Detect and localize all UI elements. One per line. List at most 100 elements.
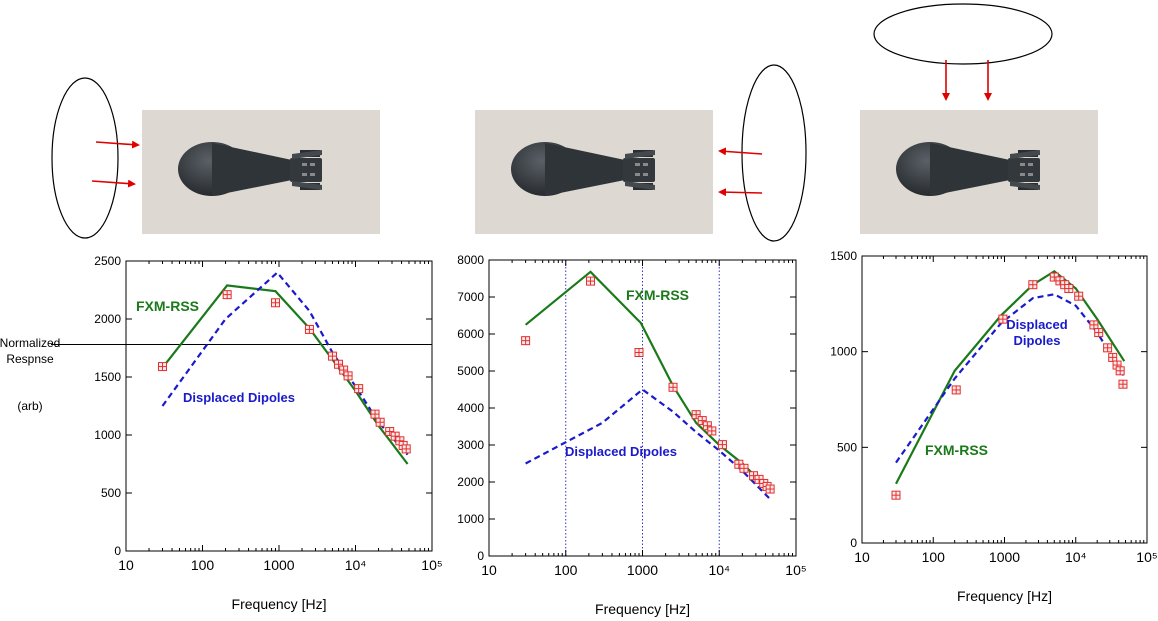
data-marker (370, 409, 380, 419)
y-tick-label: 1000 (457, 512, 484, 526)
x-tick-label: 10⁵ (421, 557, 442, 573)
data-marker (354, 384, 364, 394)
y-tick-label: 0 (114, 544, 121, 558)
chart-side-left: 10 100 1000 10⁴ 10⁵ 0 500 1000 1500 2000 2500 Frequ… (51, 254, 443, 612)
x-tick-label: 10⁵ (785, 562, 806, 578)
data-marker (697, 416, 707, 426)
y-tick-label: 2000 (94, 312, 121, 326)
data-marker (1115, 366, 1125, 376)
y-tick-label: 1000 (830, 345, 857, 359)
data-marker (521, 336, 531, 346)
x-tick-label: 100 (554, 562, 578, 578)
x-tick-label: 1000 (989, 549, 1020, 565)
y-tick-label: 1000 (94, 428, 121, 442)
data-marker (668, 382, 678, 392)
x-tick-label: 10⁴ (1065, 549, 1087, 565)
series-line-fxm-rss (161, 284, 409, 465)
data-marker (401, 444, 411, 454)
annotation-fxm-rss: FXM-RSS (136, 298, 199, 314)
field-arrow-icon (718, 188, 763, 197)
x-tick-label: 10 (481, 562, 497, 578)
data-marker (157, 362, 167, 372)
data-marker (691, 410, 701, 420)
chart-side-right: 10 100 1000 10⁴ 10⁵ 0 1000 2000 3000 4000 5000 6000… (457, 253, 806, 617)
data-marker (1103, 343, 1113, 353)
y-tick-label: 0 (850, 536, 857, 550)
ylabel-line2: Respnse (6, 352, 54, 366)
data-marker (327, 351, 337, 361)
x-axis-label: Frequency [Hz] (595, 601, 690, 617)
scenario-side-right (475, 64, 807, 242)
annotation-displaced-dipoles: Displaced Dipoles (565, 444, 677, 459)
field-arrow-icon (91, 179, 136, 188)
series-line-fxm-rss (895, 269, 1126, 485)
y-tick-label: 4000 (457, 401, 484, 415)
series-line-fxm-rss (524, 270, 773, 494)
data-marker (707, 426, 717, 436)
x-tick-label: 10 (854, 549, 870, 565)
y-tick-label: 0 (477, 549, 484, 563)
y-tick-label: 6000 (457, 327, 484, 341)
x-tick-label: 1000 (263, 557, 294, 573)
scenario-top (860, 3, 1098, 234)
ylabel-line3: (arb) (17, 399, 42, 413)
data-marker (1064, 284, 1074, 294)
data-marker (1118, 379, 1128, 389)
data-marker (1094, 328, 1104, 338)
annotation-fxm-rss: FXM-RSS (626, 287, 689, 303)
y-tick-label: 1500 (94, 370, 121, 384)
data-marker (634, 348, 644, 357)
field-arrow-icon (95, 140, 140, 149)
x-tick-label: 10⁴ (345, 557, 367, 573)
data-marker (1074, 291, 1084, 301)
annotation-displaced-dipoles: Displaced Dipoles (183, 390, 295, 405)
data-marker (951, 385, 961, 395)
chart-top: 10 100 1000 10⁴ 10⁵ 0 500 1000 1500 Frequency [Hz… (830, 249, 1157, 604)
x-tick-label: 10⁴ (708, 562, 730, 578)
x-axis-label: Frequency [Hz] (957, 588, 1052, 604)
data-marker (304, 324, 314, 334)
y-tick-label: 500 (101, 486, 121, 500)
data-marker (585, 276, 595, 286)
data-marker (222, 290, 232, 300)
y-tick-label: 8000 (457, 253, 484, 267)
source-loop-ellipse (873, 3, 1053, 65)
source-loop-ellipse (51, 77, 119, 239)
data-marker (1089, 320, 1099, 330)
y-tick-label: 500 (837, 440, 857, 454)
x-tick-label: 1000 (627, 562, 658, 578)
annotation-displaced-dipoles: Displaced (1006, 317, 1067, 332)
data-marker (1108, 352, 1118, 362)
data-marker (891, 490, 901, 500)
data-marker (739, 463, 749, 473)
data-marker (717, 440, 727, 450)
data-marker (334, 359, 344, 369)
data-marker (998, 314, 1008, 324)
data-marker (1028, 280, 1038, 290)
y-tick-label: 2000 (457, 475, 484, 489)
y-tick-label: 5000 (457, 364, 484, 378)
data-marker (765, 484, 775, 494)
x-tick-label: 10⁵ (1136, 549, 1157, 565)
ylabel-line1: Normalized (0, 336, 60, 350)
series-line-displaced-dipoles (895, 293, 1126, 464)
y-tick-label: 1500 (830, 249, 857, 263)
x-tick-label: 100 (922, 549, 946, 565)
x-tick-label: 10 (118, 557, 134, 573)
y-tick-label: 7000 (457, 290, 484, 304)
data-marker (385, 427, 395, 437)
annotation-fxm-rss: FXM-RSS (925, 442, 988, 458)
field-arrow-icon (718, 147, 763, 156)
annotation-displaced-dipoles: Dipoles (1014, 333, 1061, 348)
series-line-displaced-dipoles (161, 271, 409, 456)
data-marker (343, 371, 353, 381)
data-marker (390, 431, 400, 441)
x-tick-label: 100 (191, 557, 215, 573)
data-marker (270, 298, 280, 308)
scenario-side-left (51, 77, 380, 239)
plot-frame (861, 255, 1148, 544)
x-axis-label: Frequency [Hz] (232, 596, 327, 612)
data-marker (375, 417, 385, 427)
y-tick-label: 2500 (94, 254, 121, 268)
